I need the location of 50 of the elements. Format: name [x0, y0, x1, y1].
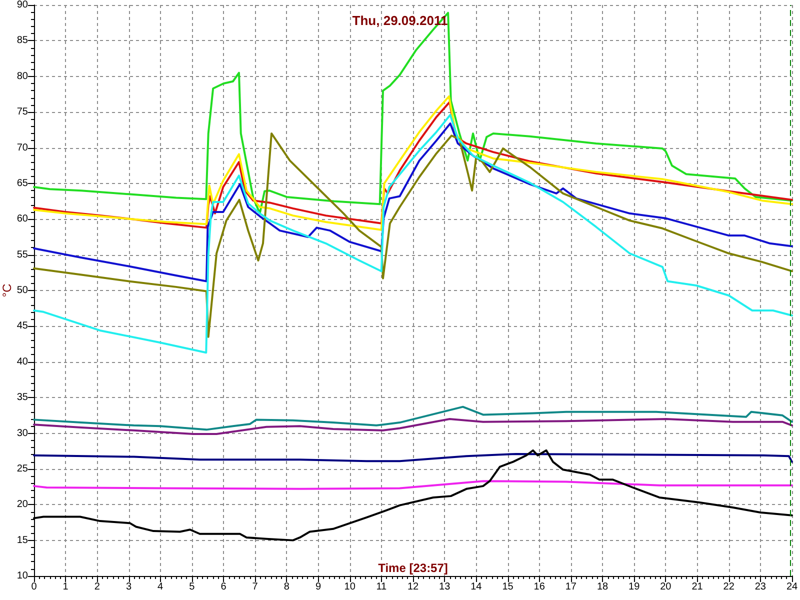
x-tick-label: 21 [692, 582, 704, 592]
line-series [33, 480, 793, 490]
y-tick-label: 15 [16, 534, 28, 546]
x-tick-label: 15 [502, 582, 514, 592]
y-tick-label: 45 [16, 320, 28, 332]
x-tick-label: 8 [284, 582, 290, 592]
x-tick-label: 2 [94, 582, 100, 592]
y-tick-label: 25 [16, 463, 28, 474]
x-tick-label: 10 [344, 582, 356, 592]
x-tick-label: 14 [470, 582, 482, 592]
x-tick-label: 11 [376, 582, 388, 592]
y-tick-label: 80 [16, 70, 28, 82]
x-tick-label: 7 [252, 582, 258, 592]
line-series [33, 122, 793, 282]
x-tick-label: 1 [62, 582, 69, 592]
line-series [33, 418, 793, 435]
y-tick-label: 30 [16, 428, 28, 439]
y-tick-label: 75 [16, 106, 28, 118]
x-tick-label: 6 [220, 582, 227, 592]
x-tick-label: 23 [754, 582, 766, 592]
y-tick-label: 50 [16, 285, 28, 296]
x-tick-label: 5 [189, 582, 196, 592]
line-series [33, 12, 793, 214]
y-tick-label: 10 [16, 570, 28, 582]
x-tick-label: 20 [660, 582, 672, 592]
y-tick-label: 40 [16, 356, 28, 368]
x-tick-label: 13 [439, 582, 451, 592]
x-axis-title: Time [23:57] [378, 561, 448, 575]
x-tick-label: 12 [407, 582, 419, 592]
y-tick-label: 85 [16, 35, 28, 46]
y-axis-title: °C [0, 283, 14, 298]
x-tick-label: 24 [786, 582, 798, 592]
y-tick-label: 60 [16, 214, 28, 225]
y-tick-label: 70 [16, 142, 28, 154]
x-tick-label: 22 [723, 582, 735, 592]
y-tick-label: 20 [16, 499, 28, 510]
x-tick-label: 17 [565, 582, 577, 592]
x-tick-label: 16 [534, 582, 546, 592]
line-series [33, 406, 793, 431]
y-tick-label: 55 [16, 249, 28, 260]
x-tick-label: 3 [126, 582, 132, 592]
line-series [33, 452, 793, 463]
x-tick-label: 0 [31, 582, 38, 592]
y-tick-label: 65 [16, 178, 28, 189]
x-tick-label: 19 [628, 582, 640, 592]
y-tick-label: 35 [16, 392, 28, 404]
x-tick-label: 18 [596, 582, 608, 592]
y-tick-label: 90 [16, 0, 28, 10]
x-tick-label: 4 [158, 582, 164, 592]
x-tick-label: 9 [315, 582, 322, 592]
